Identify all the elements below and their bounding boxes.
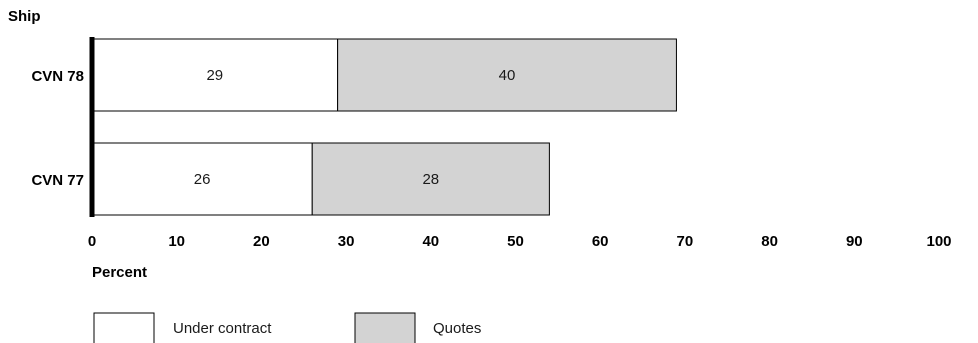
y-tick-labels: CVN 78 CVN 77 bbox=[31, 68, 84, 189]
y-axis-title: Ship bbox=[8, 8, 41, 25]
bar-segment bbox=[91, 142, 313, 216]
x-tick-label: 100 bbox=[926, 233, 951, 250]
bar-segment bbox=[311, 142, 550, 216]
data-label: 26 bbox=[194, 171, 211, 188]
data-label: 29 bbox=[206, 67, 223, 84]
data-label: 28 bbox=[422, 171, 439, 188]
data-label: 40 bbox=[499, 67, 516, 84]
x-tick-label: 50 bbox=[507, 233, 524, 250]
legend-label: Under contract bbox=[173, 320, 272, 337]
legend-swatch bbox=[354, 312, 416, 343]
y-tick-label: CVN 77 bbox=[31, 172, 84, 189]
x-axis-title: Percent bbox=[92, 264, 147, 281]
legend: Under contract Quotes bbox=[93, 312, 481, 343]
legend-label: Quotes bbox=[433, 320, 481, 337]
legend-swatch bbox=[93, 312, 155, 343]
y-tick-label: CVN 78 bbox=[31, 68, 84, 85]
bar-segment bbox=[337, 38, 677, 112]
x-tick-label: 40 bbox=[422, 233, 439, 250]
bar-segment bbox=[91, 38, 339, 112]
x-tick-label: 90 bbox=[846, 233, 863, 250]
x-tick-label: 20 bbox=[253, 233, 270, 250]
x-tick-label: 80 bbox=[761, 233, 778, 250]
bars: 29 40 26 28 bbox=[91, 38, 677, 216]
x-tick-label: 60 bbox=[592, 233, 609, 250]
x-tick-label: 10 bbox=[168, 233, 185, 250]
x-tick-label: 0 bbox=[88, 233, 96, 250]
x-tick-labels: 0 10 20 30 40 50 60 70 80 90 100 bbox=[88, 233, 952, 250]
x-tick-label: 30 bbox=[338, 233, 355, 250]
x-tick-label: 70 bbox=[677, 233, 694, 250]
